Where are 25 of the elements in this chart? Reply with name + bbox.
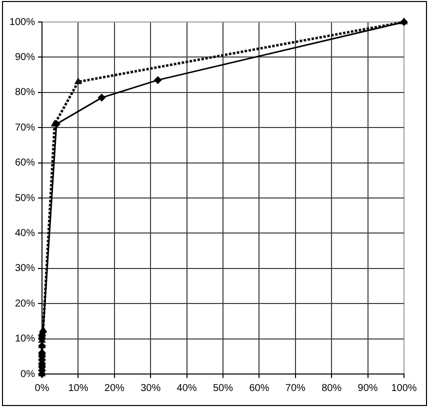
y-tick-label: 0% <box>20 368 36 380</box>
y-tick-label: 90% <box>14 52 36 63</box>
y-tick-label: 70% <box>14 122 36 134</box>
y-tick-label: 80% <box>14 87 36 98</box>
x-tick-label: 60% <box>249 382 270 394</box>
x-tick-label: 0% <box>34 382 50 394</box>
y-tick-label: 20% <box>14 298 36 310</box>
y-tick-label: 60% <box>14 158 36 169</box>
y-tick-label: 40% <box>14 228 36 239</box>
x-tick-label: 100% <box>391 382 417 394</box>
x-tick-label: 50% <box>212 382 234 394</box>
x-tick-label: 10% <box>68 382 88 394</box>
x-tick-label: 90% <box>358 382 378 394</box>
x-tick-label: 40% <box>176 382 197 394</box>
x-tick-label: 70% <box>285 382 306 394</box>
x-tick-label: 30% <box>140 382 161 394</box>
point <box>98 94 106 102</box>
y-tick-label: 100% <box>9 16 36 28</box>
point <box>154 76 162 84</box>
y-tick-label: 30% <box>14 263 36 274</box>
point <box>74 77 82 84</box>
y-tick-label: 50% <box>14 192 36 204</box>
x-tick-label: 20% <box>104 382 125 394</box>
x-tick-label: 80% <box>322 382 342 394</box>
y-tick-label: 10% <box>14 334 36 345</box>
